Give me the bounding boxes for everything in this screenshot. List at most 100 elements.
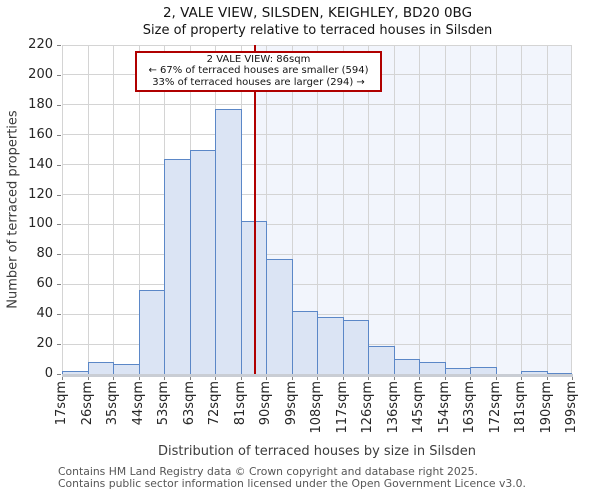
histogram-bar: [164, 158, 191, 374]
gridline-vertical: [138, 45, 140, 374]
x-tick-mark: [87, 376, 89, 380]
gridline-vertical: [368, 45, 369, 374]
x-tick-label: 26sqm: [79, 381, 95, 426]
x-tick-mark: [62, 376, 63, 380]
x-tick-mark: [215, 376, 216, 380]
gridline-vertical: [393, 45, 395, 374]
histogram-bar: [342, 320, 369, 374]
y-tick-label: 100: [28, 216, 53, 232]
histogram-bar: [215, 109, 242, 374]
chart-title: 2, VALE VIEW, SILSDEN, KEIGHLEY, BD20 0B…: [162, 5, 473, 21]
attribution: Contains HM Land Registry data © Crown c…: [58, 466, 526, 489]
gridline-vertical: [470, 45, 471, 374]
x-tick-mark: [368, 376, 369, 380]
x-tick-label: 99sqm: [283, 381, 299, 426]
x-tick-mark: [495, 376, 497, 380]
x-tick-mark: [419, 376, 420, 380]
y-tick-mark: [57, 254, 61, 256]
x-tick-mark: [572, 376, 573, 380]
x-tick-mark: [189, 376, 191, 380]
x-tick-mark: [342, 376, 344, 380]
y-tick-label: 120: [28, 186, 53, 202]
y-tick-label: 80: [36, 246, 53, 262]
histogram-bar: [419, 362, 446, 374]
y-tick-mark: [57, 134, 61, 136]
histogram-bar: [113, 363, 140, 374]
x-tick-mark: [291, 376, 293, 380]
x-tick-label: 53sqm: [156, 381, 171, 426]
gridline-vertical: [62, 45, 63, 374]
y-tick-label: 160: [28, 126, 53, 142]
histogram-bar: [393, 359, 420, 374]
annotation-box: 2 VALE VIEW: 86sqm ← 67% of terraced hou…: [135, 51, 382, 93]
x-axis-line: [62, 374, 573, 377]
x-tick-mark: [113, 376, 114, 380]
histogram-bar: [368, 345, 395, 374]
attribution-line-2: Contains public sector information licen…: [58, 476, 526, 490]
x-tick-label: 126sqm: [360, 381, 375, 434]
x-tick-label: 181sqm: [513, 381, 528, 434]
x-tick-mark: [138, 376, 140, 380]
x-tick-label: 199sqm: [564, 381, 579, 434]
gridline-vertical: [571, 45, 572, 374]
gridline-vertical: [266, 45, 267, 374]
gridline-vertical: [87, 45, 89, 374]
histogram-bar: [138, 290, 165, 374]
x-tick-mark: [266, 376, 267, 380]
chart-subtitle: Size of property relative to terraced ho…: [142, 23, 493, 38]
gridline-vertical: [419, 45, 420, 374]
x-tick-mark: [240, 376, 242, 380]
gridline-vertical: [113, 45, 114, 374]
gridline-vertical: [521, 45, 522, 374]
x-tick-label: 63sqm: [181, 381, 197, 426]
histogram-bar: [317, 317, 344, 374]
gridline-vertical: [444, 45, 446, 374]
histogram-bar: [470, 366, 497, 374]
x-tick-label: 72sqm: [207, 381, 222, 426]
x-tick-label: 81sqm: [232, 381, 248, 426]
plot-area: [62, 45, 572, 375]
x-tick-label: 172sqm: [487, 381, 503, 434]
x-tick-label: 44sqm: [130, 381, 146, 426]
histogram-bar: [291, 311, 318, 374]
histogram-bar: [546, 372, 572, 374]
y-tick-mark: [57, 164, 61, 166]
x-tick-label: 190sqm: [538, 381, 554, 434]
x-tick-mark: [393, 376, 395, 380]
property-size-marker-line: [253, 45, 256, 374]
y-tick-mark: [57, 374, 61, 375]
x-tick-label: 35sqm: [105, 381, 120, 426]
annotation-smaller-pct: ← 67% of terraced houses are smaller (59…: [148, 65, 369, 77]
x-tick-label: 108sqm: [309, 381, 324, 434]
gridline-vertical: [317, 45, 318, 374]
gridline-vertical: [291, 45, 293, 374]
x-tick-label: 17sqm: [54, 381, 69, 426]
x-tick-label: 90sqm: [258, 381, 273, 426]
y-tick-mark: [57, 344, 61, 346]
x-tick-mark: [470, 376, 471, 380]
x-axis-title: Distribution of terraced houses by size …: [158, 444, 476, 459]
x-tick-label: 145sqm: [411, 381, 426, 434]
x-tick-mark: [317, 376, 318, 380]
y-tick-mark: [57, 224, 61, 226]
y-tick-label: 20: [36, 336, 53, 352]
annotation-larger-pct: 33% of terraced houses are larger (294) …: [152, 76, 365, 88]
x-tick-label: 117sqm: [334, 381, 350, 434]
x-tick-label: 154sqm: [436, 381, 452, 434]
x-tick-mark: [164, 376, 165, 380]
y-tick-mark: [57, 194, 61, 196]
y-tick-label: 140: [28, 156, 53, 172]
x-tick-mark: [444, 376, 446, 380]
gridline-vertical: [546, 45, 548, 374]
histogram-bar: [521, 371, 548, 374]
x-tick-mark: [546, 376, 548, 380]
histogram-bar: [189, 149, 216, 374]
gridline-vertical: [495, 45, 497, 374]
histogram-bar: [266, 258, 293, 374]
y-tick-label: 220: [28, 37, 53, 52]
y-tick-mark: [57, 74, 61, 76]
x-tick-label: 163sqm: [462, 381, 477, 434]
y-tick-mark: [57, 314, 61, 316]
x-tick-mark: [521, 376, 522, 380]
attribution-line-1: Contains HM Land Registry data © Crown c…: [58, 465, 478, 478]
